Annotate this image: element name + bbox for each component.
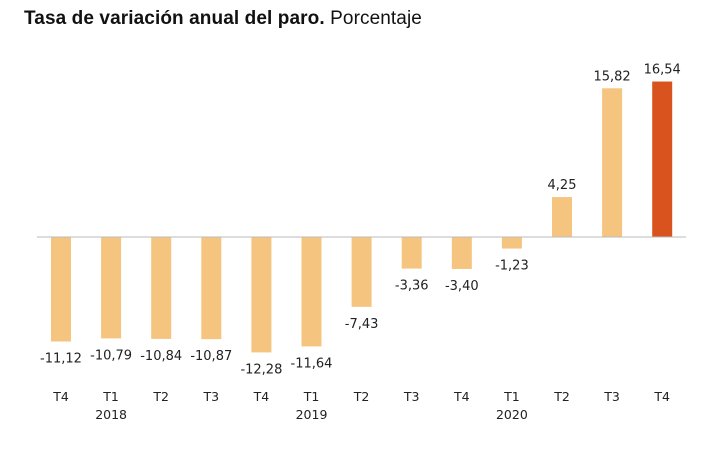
data-label-1: -10,79 bbox=[90, 348, 132, 363]
data-label-9: -1,23 bbox=[495, 259, 529, 274]
data-label-6: -7,43 bbox=[345, 317, 379, 332]
data-label-0: -11,12 bbox=[40, 352, 82, 367]
data-label-3: -10,87 bbox=[190, 349, 232, 364]
bar-0 bbox=[51, 237, 71, 342]
x-tick-label-7: T3 bbox=[403, 389, 420, 404]
bar-3 bbox=[201, 237, 222, 340]
x-tick-label-3: T3 bbox=[203, 389, 220, 404]
bar-8 bbox=[451, 237, 472, 269]
bar-1 bbox=[101, 237, 122, 339]
x-tick-label-2: T2 bbox=[152, 389, 169, 404]
year-label-1: 2018 bbox=[95, 407, 127, 422]
data-label-10: 4,25 bbox=[548, 178, 577, 193]
year-label-5: 2019 bbox=[296, 407, 328, 422]
bar-2 bbox=[151, 237, 172, 339]
x-tick-label-6: T2 bbox=[353, 389, 370, 404]
x-tick-label-5: T1 bbox=[303, 389, 320, 404]
data-label-12: 16,54 bbox=[644, 63, 681, 78]
data-label-5: -11,64 bbox=[291, 356, 333, 371]
bar-6 bbox=[351, 237, 372, 307]
x-tick-label-0: T4 bbox=[52, 389, 69, 404]
data-label-7: -3,36 bbox=[395, 279, 429, 294]
x-tick-label-9: T1 bbox=[503, 389, 520, 404]
year-label-9: 2020 bbox=[496, 407, 528, 422]
bar-4 bbox=[251, 237, 272, 353]
x-tick-label-10: T2 bbox=[553, 389, 570, 404]
bar-10 bbox=[552, 197, 572, 237]
x-tick-label-11: T3 bbox=[603, 389, 620, 404]
x-tick-label-4: T4 bbox=[253, 389, 270, 404]
x-tick-label-1: T1 bbox=[102, 389, 119, 404]
title-bold: Tasa de variación anual del paro. bbox=[24, 8, 325, 29]
chart-title: Tasa de variación anual del paro. Porcen… bbox=[24, 8, 422, 30]
bar-12 bbox=[652, 81, 673, 237]
x-tick-label-8: T4 bbox=[453, 389, 470, 404]
data-label-2: -10,84 bbox=[140, 349, 182, 364]
bar-9 bbox=[501, 237, 522, 249]
x-tick-label-12: T4 bbox=[653, 389, 670, 404]
bar-7 bbox=[401, 237, 422, 269]
data-label-11: 15,82 bbox=[593, 69, 630, 84]
title-subtitle: Porcentaje bbox=[330, 8, 422, 29]
bar-5 bbox=[301, 237, 322, 347]
data-label-4: -12,28 bbox=[240, 362, 282, 377]
bar-11 bbox=[602, 88, 623, 238]
data-label-8: -3,40 bbox=[445, 279, 479, 294]
